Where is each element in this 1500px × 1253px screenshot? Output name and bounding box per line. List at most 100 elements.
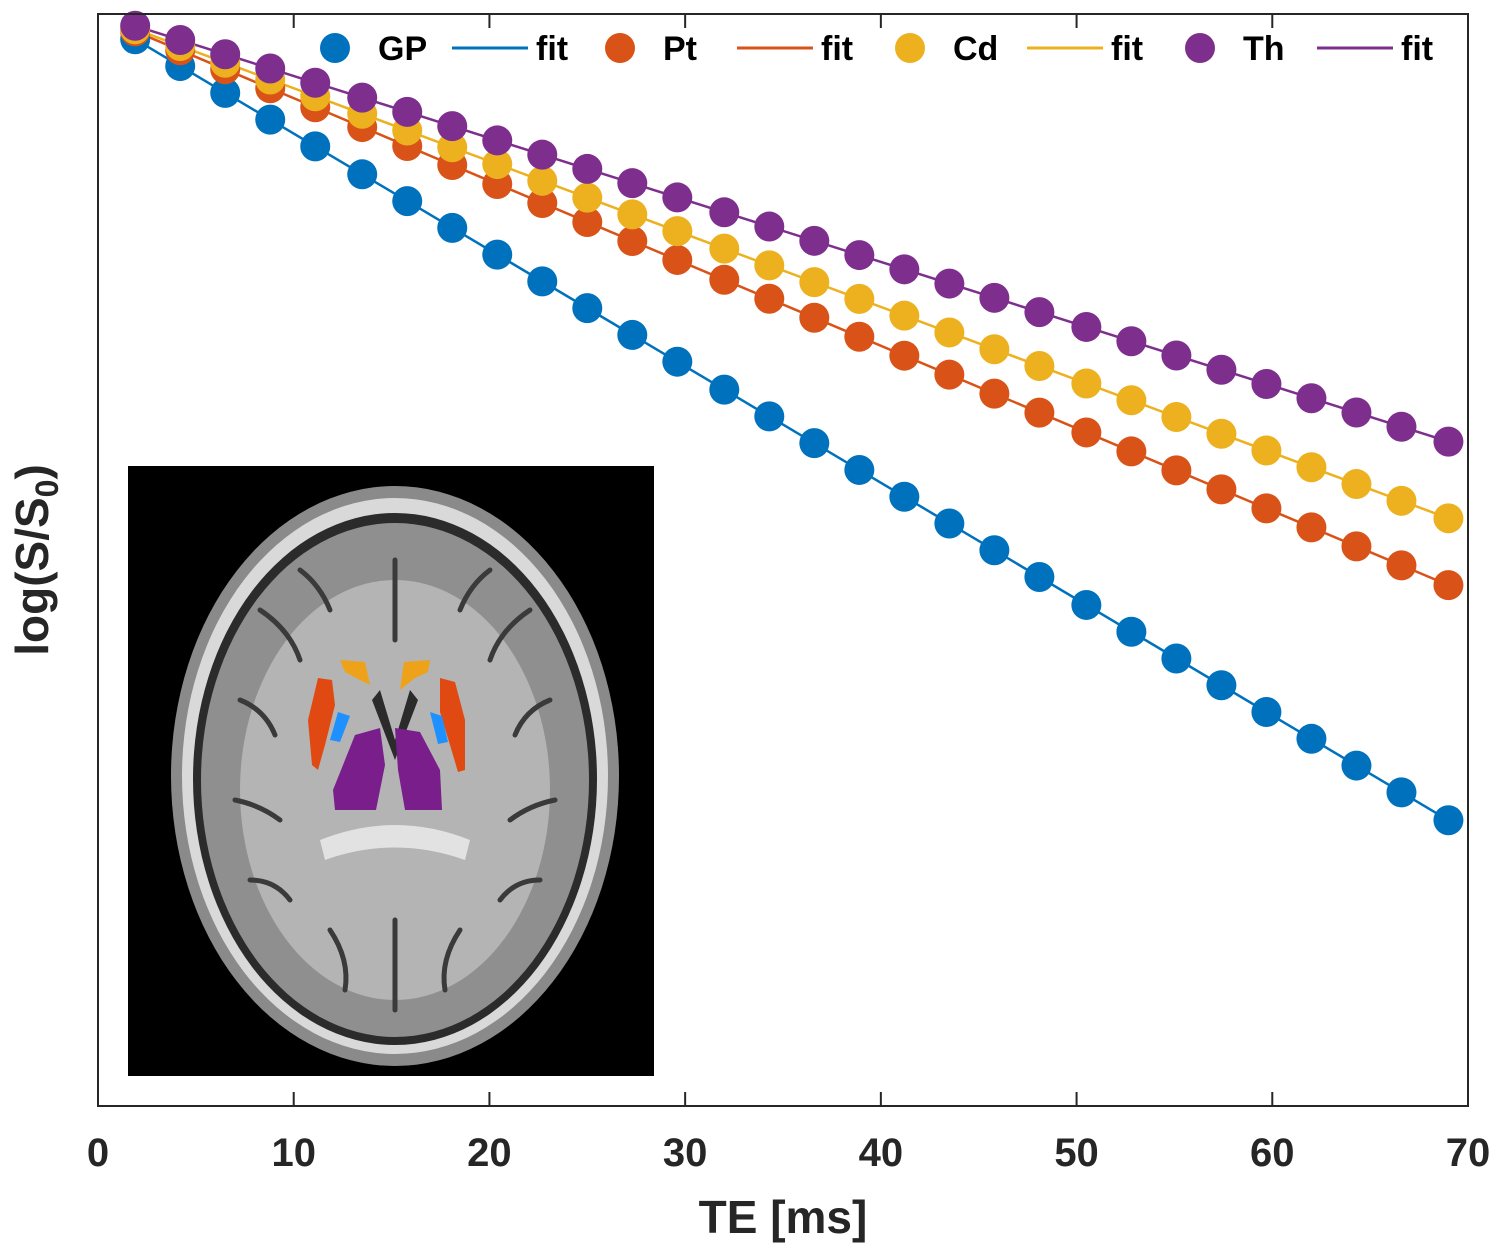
data-point-cd: [527, 165, 558, 196]
x-tick-label: 60: [1250, 1131, 1295, 1175]
data-point-th: [1386, 411, 1417, 442]
legend-label: fit: [1401, 30, 1433, 68]
data-point-pt: [889, 340, 920, 371]
legend-marker-gp: [320, 33, 350, 63]
data-point-cd: [1116, 385, 1147, 416]
data-point-cd: [889, 300, 920, 331]
data-point-gp: [1024, 562, 1055, 593]
data-point-pt: [1433, 570, 1464, 601]
data-point-th: [437, 111, 468, 142]
y-axis-label-close: ): [6, 464, 58, 479]
data-point-gp: [662, 346, 693, 377]
data-point-gp: [934, 508, 965, 539]
data-point-gp: [437, 212, 468, 243]
data-point-th: [527, 139, 558, 170]
data-point-th: [120, 10, 151, 41]
data-point-th: [210, 39, 241, 70]
data-point-th: [617, 168, 648, 199]
data-point-pt: [979, 378, 1010, 409]
data-point-pt: [934, 359, 965, 390]
data-points: [120, 10, 1464, 836]
data-point-cd: [437, 132, 468, 163]
data-point-cd: [1251, 435, 1282, 466]
cerebellum-band: [320, 825, 470, 860]
data-point-pt: [1296, 512, 1327, 543]
data-point-cd: [1161, 401, 1192, 432]
data-point-th: [165, 25, 196, 56]
data-point-gp: [300, 131, 331, 162]
data-point-gp: [1433, 805, 1464, 836]
data-point-pt: [1251, 493, 1282, 524]
data-point-th: [979, 282, 1010, 313]
data-point-th: [1251, 368, 1282, 399]
data-point-th: [662, 182, 693, 213]
data-point-gp: [1161, 643, 1192, 674]
data-point-cd: [799, 267, 830, 298]
data-point-gp: [527, 266, 558, 297]
data-point-cd: [617, 199, 648, 230]
data-point-th: [347, 82, 378, 113]
segmentation: [308, 660, 465, 810]
legend-marker-th: [1185, 33, 1215, 63]
data-point-pt: [1206, 474, 1237, 505]
x-tick-label: 20: [467, 1131, 512, 1175]
data-point-gp: [255, 104, 286, 135]
data-point-gp: [979, 535, 1010, 566]
data-point-pt: [1341, 531, 1372, 562]
data-point-pt: [527, 187, 558, 218]
data-point-pt: [1161, 455, 1192, 486]
data-point-gp: [347, 159, 378, 190]
data-point-th: [300, 67, 331, 98]
axes-box: [97, 13, 1469, 1107]
data-point-th: [799, 225, 830, 256]
data-point-gp: [1116, 616, 1147, 647]
data-point-gp: [844, 454, 875, 485]
legend-marker-cd: [895, 33, 925, 63]
data-point-pt: [1071, 417, 1102, 448]
data-point-th: [1433, 426, 1464, 457]
data-point-th: [1341, 397, 1372, 428]
data-point-th: [1116, 326, 1147, 357]
data-point-th: [482, 125, 513, 156]
data-point-cd: [1341, 469, 1372, 500]
data-point-th: [754, 211, 785, 242]
data-point-gp: [1296, 723, 1327, 754]
data-point-th: [392, 96, 423, 127]
data-point-th: [572, 153, 603, 184]
data-point-gp: [482, 239, 513, 270]
ventricles: [372, 690, 418, 760]
x-tick-label: 40: [859, 1131, 904, 1175]
data-point-gp: [889, 481, 920, 512]
legend: GP fit Pt fit Cd fit Th fit: [320, 30, 1433, 68]
data-point-pt: [709, 264, 740, 295]
legend-label: fit: [1111, 30, 1143, 68]
data-point-cd: [934, 317, 965, 348]
x-axis-label: TE [ms]: [699, 1191, 868, 1243]
caudate-right: [400, 660, 430, 690]
data-point-gp: [1071, 589, 1102, 620]
data-point-pt: [1024, 397, 1055, 428]
data-point-pt: [799, 302, 830, 333]
sulci: [232, 557, 558, 1013]
data-point-th: [1071, 311, 1102, 342]
data-point-gp: [1386, 777, 1417, 808]
data-point-pt: [1386, 550, 1417, 581]
data-point-cd: [1071, 368, 1102, 399]
data-point-cd: [844, 283, 875, 314]
data-point-cd: [709, 233, 740, 264]
legend-label: fit: [821, 30, 853, 68]
legend-label: Cd: [953, 30, 998, 68]
data-point-th: [844, 240, 875, 271]
data-point-th: [1161, 340, 1192, 371]
y-axis-label-main: log(S/S: [6, 497, 58, 655]
data-point-cd: [1386, 485, 1417, 516]
legend-label: Th: [1243, 30, 1285, 68]
thalamus-left: [333, 728, 385, 810]
brain-mri-inset: [128, 466, 654, 1076]
data-point-pt: [844, 321, 875, 352]
y-axis-label-subscript: 0: [29, 480, 65, 498]
data-point-th: [1206, 354, 1237, 385]
caudate-left: [340, 660, 370, 685]
x-tick-label: 0: [87, 1131, 109, 1175]
